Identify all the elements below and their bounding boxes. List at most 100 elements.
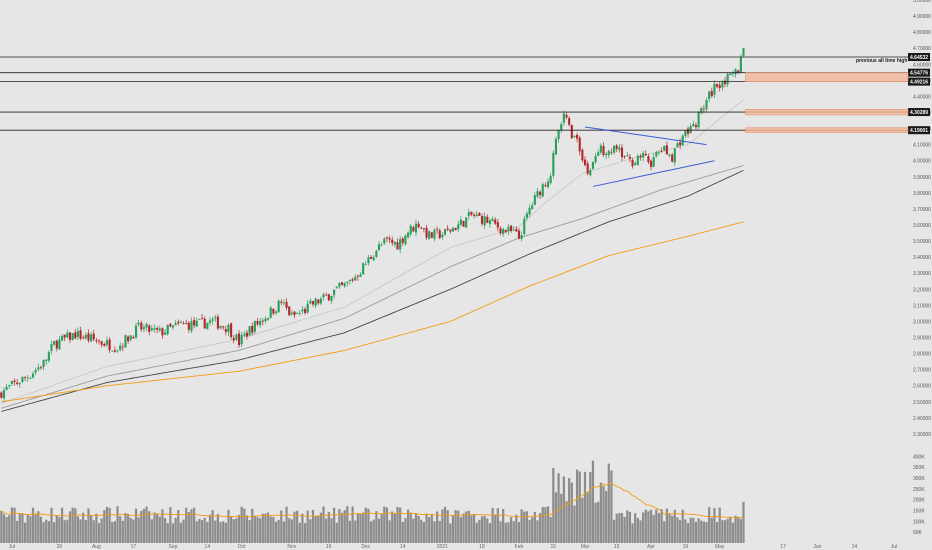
candle-body [158,328,161,331]
volume-bar [211,510,214,543]
candle-body [8,385,11,387]
candle-body [470,211,473,215]
volume-bar [507,522,510,543]
price-tick-label: 3.10000 [913,303,931,309]
volume-bar [681,509,684,543]
volume-bar [689,517,692,543]
volume-bar [375,511,378,543]
candle-body [277,300,280,313]
volume-bar [636,517,639,543]
candle-body [208,320,212,323]
candle-body [380,244,383,246]
volume-bar [610,470,613,543]
candle-body [24,376,27,378]
candle-body [618,147,621,151]
volume-bar [385,507,389,543]
price-zone[interactable] [745,108,909,116]
time-axis[interactable]: Jul 20 Aug 17 Sep 14 Oct Nov 16 Dec 14 2021 18 Feb 15 M… [9,544,898,550]
candle-body [21,376,24,382]
candle-body [66,332,69,338]
volume-bar [515,514,518,543]
candle-body [311,301,315,305]
volume-bar [364,507,367,543]
candle-body [182,323,185,325]
candle-body [597,152,600,156]
candle-body [718,85,721,89]
volume-bar [269,516,272,543]
price-tick-label: 4.40000 [913,94,931,100]
volume-bar [665,508,669,543]
price-tick-label: 2.40000 [913,416,931,422]
volume-bar [504,522,507,543]
volume-bar [163,518,167,543]
volume-bar [108,507,111,543]
volume-tick-label: 350K [913,465,925,471]
volume-bar [634,513,637,543]
volume-bar [63,520,66,543]
price-level-tag-text: 4.64532 [910,55,928,61]
candle-body [113,350,116,352]
candle-body [319,298,322,304]
volume-bar [655,509,658,543]
volume-bar [224,522,227,543]
price-zone[interactable] [745,127,909,133]
candle-body [560,124,563,131]
candle-body [546,181,550,188]
volume-bar [5,517,8,543]
candle-body [5,386,8,390]
volume-bar [459,517,462,543]
volume-bar [340,512,344,543]
candle-body [156,328,159,330]
volume-bar [449,523,452,543]
candle-body [264,318,267,322]
candle-body [480,216,484,224]
candle-body [589,170,592,176]
volume-bar [100,518,103,543]
candle-body [298,312,301,314]
volume-bar [126,513,130,543]
volume-bar [575,469,579,543]
volume-bar [277,519,280,543]
candle-body [116,350,119,352]
volume-bar [531,517,534,543]
candle-body [333,289,336,296]
candle-body [140,322,143,330]
volume-bar [499,521,502,543]
volume-bar [274,521,278,543]
price-zone[interactable] [745,72,909,82]
volume-bar [668,513,671,543]
volume-bar [399,507,402,543]
volume-bar [13,507,16,543]
candle-body [76,331,79,337]
candle-body [525,213,528,219]
candle-body [462,220,465,227]
candle-body [256,320,259,325]
volume-bar [742,501,745,543]
candle-body [628,156,631,159]
candle-body [483,215,486,226]
candle-body [657,152,661,154]
triangle-upper-trendline[interactable] [584,126,707,146]
volume-bar [84,520,87,543]
volume-bar [623,516,626,543]
volume-bar [359,514,362,543]
candle-body [512,229,515,231]
candle-body [473,214,476,216]
volume-bar [119,516,122,543]
volume-bar [710,517,713,543]
volume-bar [105,506,109,543]
candle-body [639,155,642,158]
volume-bar [686,523,690,543]
candle-body [446,228,449,230]
volume-bar [330,518,333,543]
candle-body [422,228,425,230]
candle-body [457,224,460,230]
volume-bar [446,510,449,543]
triangle-lower-trendline[interactable] [592,160,715,187]
candle-body [665,145,668,155]
volume-bar [214,520,217,543]
candle-body [39,367,42,369]
volume-bar [430,514,433,543]
volume-bar [153,512,156,543]
volume-bar [87,508,90,543]
